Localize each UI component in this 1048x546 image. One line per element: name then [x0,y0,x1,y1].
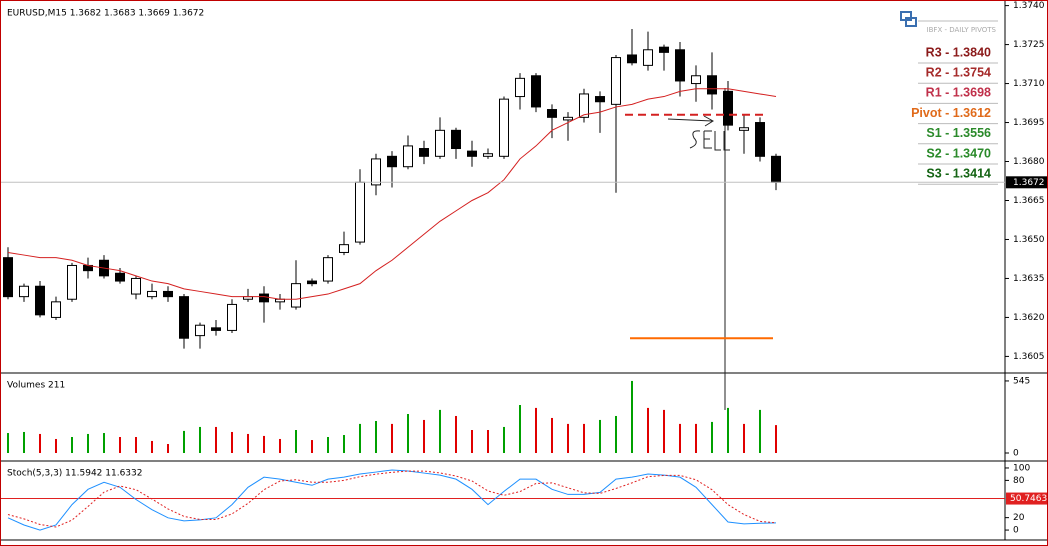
hand-arrow [667,115,714,127]
candle-body-down [387,155,397,168]
candle-body-down [3,257,13,298]
panel-title: EURUSD,M15 1.3682 1.3683 1.3669 1.3672 [7,9,204,19]
y-tick-label: 1.3620 [1013,313,1045,323]
pivot-level: R1 - 1.3698 [926,86,991,100]
pivot-level: S2 - 1.3470 [926,146,991,160]
last-price-label: 1.3672 [1013,178,1045,188]
last-price-box [1006,176,1047,189]
candle-body-up [739,127,749,131]
moving-average [7,88,777,300]
candle-body-up [323,257,333,282]
candle-body-down [675,49,685,82]
candle-body-down [595,96,605,103]
candle-body-up [563,116,573,121]
candle-body-up [515,77,525,98]
candle-body-down [755,122,765,157]
candle-body-up [19,285,29,298]
panel-title: Stoch(5,3,3) 11.5942 11.6332 [7,469,142,479]
y-tick-label: 1.3695 [1013,118,1045,128]
candle-body-up [579,93,589,118]
candle-body-up [227,303,237,331]
y-tick-label: 1.3710 [1013,79,1045,89]
candle-body-up [339,244,349,253]
candle-body-up [67,264,77,300]
y-tick-label: 0 [1013,526,1019,536]
candle-body-up [131,277,141,295]
candle-body-up [691,75,701,85]
y-tick-label: 545 [1013,376,1030,386]
candle-body-up [403,145,413,168]
candle-body-down [771,155,781,183]
candle-body-down [707,75,717,95]
candle-body-down [467,150,477,157]
candle-body-up [195,324,205,337]
y-tick-label: 80 [1013,476,1025,486]
y-tick-label: 1.3605 [1013,352,1045,362]
candle-body-down [451,129,461,150]
candle-body-down [547,109,557,118]
candle-body-up [435,129,445,157]
y-tick-label: 100 [1013,463,1030,473]
hand-annotation [667,88,730,410]
candle-body-down [35,285,45,316]
y-tick-label: 1.3635 [1013,274,1045,284]
y-tick-label: 1.3725 [1013,40,1045,50]
pivot-legend: IBFX - DAILY PIVOTS [900,11,998,34]
stoch-level-box [1006,492,1047,505]
y-tick-label: 1.3650 [1013,235,1045,245]
legend-title: IBFX - DAILY PIVOTS [927,26,997,34]
candle-body-up [643,49,653,66]
candle-body-up [499,98,509,157]
candle-body-up [483,153,493,157]
candle-body-down [723,90,733,126]
candle-body-up [371,158,381,186]
panel-title: Volumes 211 [7,381,65,391]
candle-body-up [147,290,157,298]
stoch-level-label: 50.7463 [1010,494,1047,504]
y-tick-label: 1.3740 [1013,1,1045,11]
candle-body-up [291,283,301,308]
candle-body-down [659,46,669,53]
pivot-level: S3 - 1.3414 [926,166,991,180]
candle-body-up [611,57,621,105]
pivot-level: R2 - 1.3754 [926,65,991,79]
legend-icon [905,17,917,27]
candle-body-up [355,181,365,243]
candle-body-down [115,272,125,282]
pivot-level: Pivot - 1.3612 [911,106,991,120]
pivot-level: S1 - 1.3556 [926,126,991,140]
candle-body-down [163,290,173,298]
candle-body-down [627,54,637,64]
candle-body-down [179,296,189,339]
candle-body-down [259,293,269,303]
hand-sell-scribble [689,130,730,151]
y-tick-label: 0 [1013,448,1019,458]
candle-body-down [419,148,429,157]
candle-body-down [531,75,541,108]
pivot-level: R3 - 1.3840 [926,45,991,59]
stoch-line [7,469,777,531]
candle-body-down [307,280,317,285]
candle-body-down [211,327,221,331]
y-tick-label: 20 [1013,513,1025,523]
candle-body-up [51,301,61,318]
y-tick-label: 1.3665 [1013,196,1045,206]
y-tick-label: 1.3680 [1013,157,1045,167]
